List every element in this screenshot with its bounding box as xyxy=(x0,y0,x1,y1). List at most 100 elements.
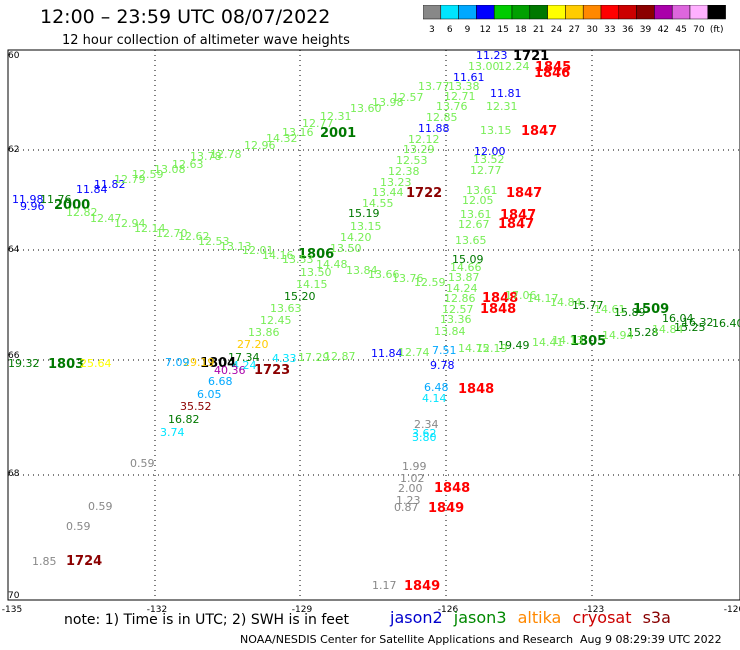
wave-height-label: 12.85 xyxy=(426,111,458,124)
wave-height-label: 14.48 xyxy=(316,258,348,271)
wave-height-label: 2.34 xyxy=(414,418,439,431)
wave-height-label: 14.16 xyxy=(262,249,294,262)
color-tick-label: 3 xyxy=(429,25,435,35)
wave-height-label: 13.50 xyxy=(300,266,332,279)
legend-jason2: jason2 xyxy=(390,608,443,627)
wave-height-label: 12.57 xyxy=(392,91,424,104)
wave-height-label: 1.02 xyxy=(400,472,425,485)
wave-height-label: 17.06 xyxy=(505,289,537,302)
wave-height-label: 16.82 xyxy=(168,413,200,426)
wave-height-label: 13.08 xyxy=(154,163,186,176)
wave-height-label: 13.53 xyxy=(282,253,314,266)
wave-height-label: 14.13 xyxy=(552,334,584,347)
wave-height-label: 12.24 xyxy=(498,60,530,73)
wave-height-label: 40.36 xyxy=(214,364,246,377)
color-swatch xyxy=(707,5,726,20)
wave-height-label: 11.76 xyxy=(40,193,72,206)
wave-height-label: 14.61 xyxy=(594,303,626,316)
time-label: 1723 xyxy=(254,363,290,378)
map-title: 12:00 – 23:59 UTC 08/07/2022 xyxy=(40,6,331,28)
longitude-label: -126 xyxy=(438,605,459,615)
wave-height-label: 7.51 xyxy=(432,344,457,357)
color-tick-label: 33 xyxy=(604,25,615,35)
wave-height-label: 0.87 xyxy=(394,501,419,514)
latitude-label: 70 xyxy=(8,591,20,601)
longitude-label: -123 xyxy=(584,605,604,615)
wave-height-label: 12.57 xyxy=(442,303,474,316)
time-label: 1805 xyxy=(570,334,606,349)
wave-height-label: 13.66 xyxy=(368,268,400,281)
wave-height-label: 14.94 xyxy=(602,329,634,342)
map-frame xyxy=(7,49,740,601)
wave-height-label: 13.60 xyxy=(350,102,382,115)
wave-height-label: 11.81 xyxy=(490,87,522,100)
wave-height-label: 14.75 xyxy=(458,342,490,355)
color-tick-label: 24 xyxy=(551,25,563,35)
wave-height-label: 12.19 xyxy=(476,342,508,355)
wave-height-label: 11.84 xyxy=(371,347,403,360)
latitude-label: 62 xyxy=(8,145,19,155)
wave-height-label: 1.23 xyxy=(396,494,421,507)
wave-height-label: 12.71 xyxy=(444,90,476,103)
color-tick-label: 12 xyxy=(480,25,491,35)
wave-height-label: 6.68 xyxy=(208,375,233,388)
wave-height-label: 9.96 xyxy=(20,200,45,213)
legend-s3a: s3a xyxy=(642,608,671,627)
wave-height-label: 0.59 xyxy=(88,500,113,513)
wave-height-label: 13.65 xyxy=(455,234,487,247)
map-subtitle: 12 hour collection of altimeter wave hei… xyxy=(62,33,350,48)
wave-height-label: 12.79 xyxy=(114,173,146,186)
color-tick-label: 6 xyxy=(447,25,453,35)
wave-height-label: 14.66 xyxy=(450,261,482,274)
color-tick-label: 39 xyxy=(640,25,652,35)
legend-cryosat: cryosat xyxy=(572,608,632,627)
map-grid xyxy=(7,49,740,601)
wave-height-label: 12.63 xyxy=(172,158,204,171)
credit-line: NOAA/NESDIS Center for Satellite Applica… xyxy=(240,633,574,646)
time-label: 1724 xyxy=(66,554,102,569)
wave-height-label: 12.14 xyxy=(134,222,166,235)
wave-height-label: 12.74 xyxy=(398,346,430,359)
wave-height-label: 11.84 xyxy=(76,183,108,196)
color-tick-label: 70 xyxy=(693,25,705,35)
time-label: 1721 xyxy=(513,49,549,64)
wave-height-label: 12.78 xyxy=(210,148,242,161)
wave-height-label: 6.05 xyxy=(197,388,222,401)
wave-height-label: 0.59 xyxy=(130,457,155,470)
wave-height-label: 17.29 xyxy=(298,351,330,364)
color-tick-label: 21 xyxy=(533,25,544,35)
wave-height-label: 14.20 xyxy=(340,231,372,244)
time-label: 1847 xyxy=(521,124,557,139)
wave-height-label: 1.85 xyxy=(32,555,57,568)
time-label: 1847 xyxy=(506,186,542,201)
time-label: 1722 xyxy=(406,186,442,201)
wave-height-label: 13.29 xyxy=(403,143,435,156)
time-label: 2001 xyxy=(320,126,356,141)
wave-height-label: 15.09 xyxy=(452,253,484,266)
time-label: 1847 xyxy=(498,217,534,232)
wave-height-label: 35.52 xyxy=(180,400,212,413)
wave-height-label: 13.76 xyxy=(392,272,424,285)
wave-height-label: 15.28 xyxy=(627,326,659,339)
wave-height-label: 13.61 xyxy=(460,208,492,221)
color-tick-label: (ft) xyxy=(710,25,724,35)
color-scale-legend: 3 6 9 12 15 18 21 24 27 30 33 36 39 42 45 70 (ft) xyxy=(423,5,726,35)
time-label: 1849 xyxy=(404,579,440,594)
longitude-label: -132 xyxy=(147,605,167,615)
wave-height-label: 13.84 xyxy=(346,264,378,277)
legend-altika: altika xyxy=(517,608,562,627)
wave-height-label: 11.23 xyxy=(476,49,508,62)
wave-height-label: 2.00 xyxy=(398,482,423,495)
wave-height-label: 13.38 xyxy=(448,80,480,93)
wave-height-label: 11.61 xyxy=(453,71,485,84)
latitude-label: 64 xyxy=(8,245,20,255)
wave-height-label: 15.19 xyxy=(348,207,380,220)
wave-height-label: 13.23 xyxy=(380,176,412,189)
wave-height-label: 12.00 xyxy=(474,145,506,158)
wave-height-label: 12.31 xyxy=(486,100,518,113)
legend-jason3: jason3 xyxy=(453,608,507,627)
wave-height-label: 13.87 xyxy=(448,271,480,284)
wave-height-label: 13.76 xyxy=(436,100,468,113)
wave-height-label: 14.24 xyxy=(446,282,478,295)
